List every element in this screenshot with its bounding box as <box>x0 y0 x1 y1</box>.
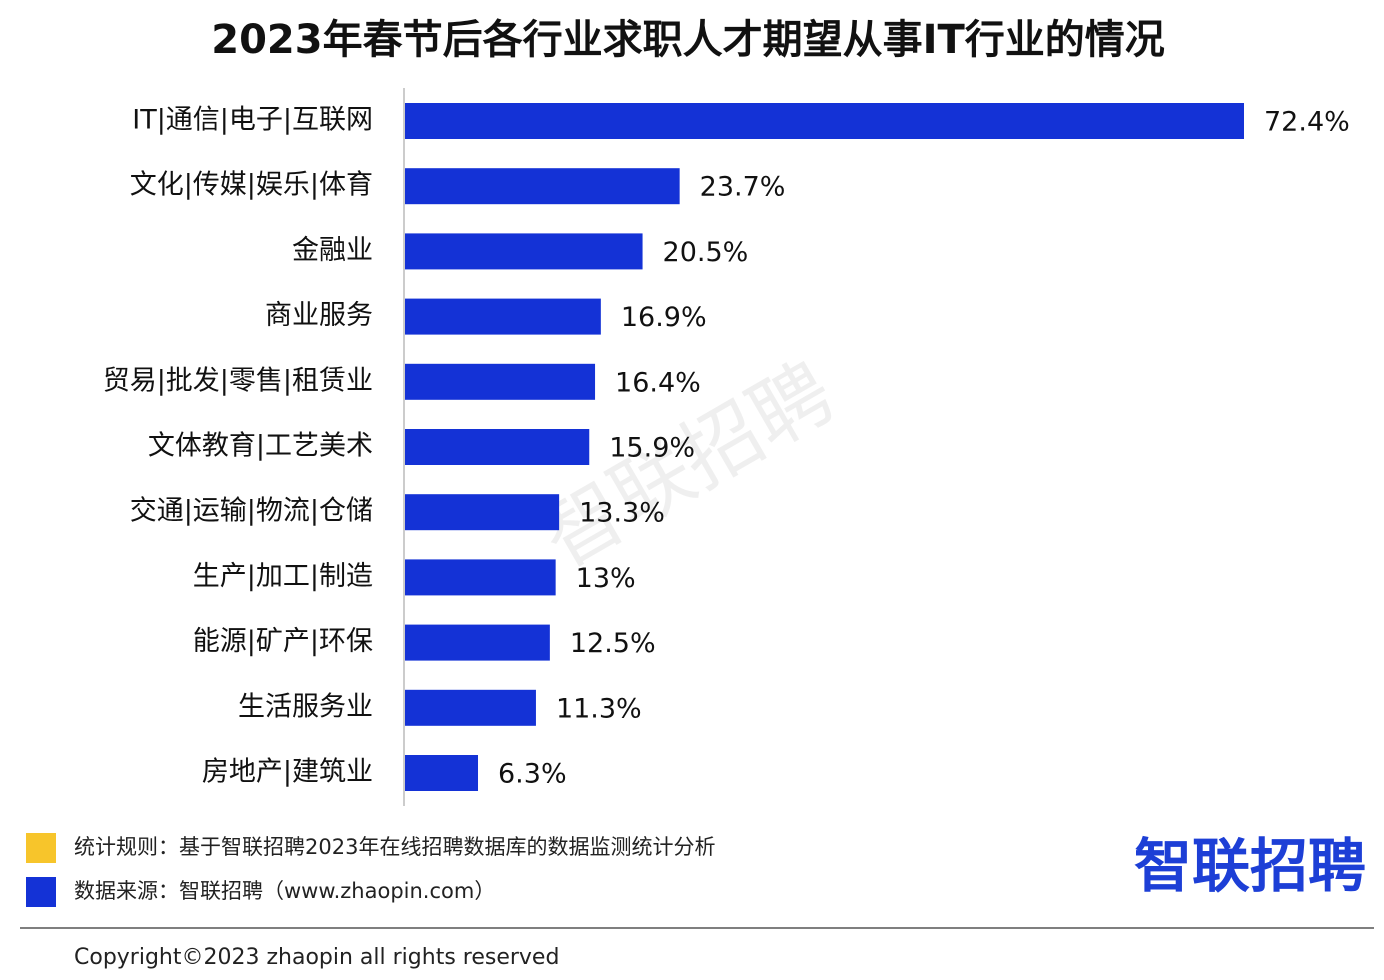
category-label: IT|通信|电子|互联网 <box>132 105 373 136</box>
value-label: 23.7% <box>700 172 786 203</box>
value-label: 13% <box>576 563 636 594</box>
category-label: 金融业 <box>292 235 373 266</box>
bar <box>405 103 1244 139</box>
value-label: 13.3% <box>579 498 665 529</box>
bar <box>405 298 601 335</box>
category-label: 能源|矿产|环保 <box>193 626 373 657</box>
category-label: 商业服务 <box>265 300 373 331</box>
value-label: 20.5% <box>663 237 749 268</box>
category-label: 生产|加工|制造 <box>193 561 373 592</box>
value-label: 12.5% <box>570 628 656 659</box>
category-label: 文体教育|工艺美术 <box>148 431 373 462</box>
bar <box>405 624 550 661</box>
bar <box>405 168 680 205</box>
bar <box>405 233 643 270</box>
note-text: 数据来源：智联招聘（www.zhaopin.com） <box>74 879 495 903</box>
note-swatch <box>26 877 56 907</box>
bar <box>405 494 560 531</box>
category-label: 房地产|建筑业 <box>202 757 373 788</box>
category-label: 贸易|批发|零售|租赁业 <box>103 365 373 396</box>
value-label: 15.9% <box>609 433 695 464</box>
value-label: 11.3% <box>556 693 642 724</box>
value-label: 16.9% <box>621 302 707 333</box>
bar <box>405 689 536 726</box>
value-label: 16.4% <box>615 367 701 398</box>
category-label: 交通|运输|物流|仓储 <box>130 496 373 527</box>
category-label: 生活服务业 <box>238 691 373 722</box>
bar <box>405 755 479 791</box>
category-label: 文化|传媒|娱乐|体育 <box>130 170 373 201</box>
chart-title: 2023年春节后各行业求职人才期望从事IT行业的情况 <box>211 17 1165 63</box>
logo: 智联招聘 <box>1134 832 1366 900</box>
bar <box>405 559 556 596</box>
value-label: 72.4% <box>1264 107 1350 138</box>
note-text: 统计规则：基于智联招聘2023年在线招聘数据库的数据监测统计分析 <box>74 835 715 859</box>
value-label: 6.3% <box>498 759 567 790</box>
bar <box>405 363 596 400</box>
note-swatch <box>26 833 56 863</box>
copyright: Copyright©2023 zhaopin all rights reserv… <box>74 945 559 970</box>
bar <box>405 429 590 465</box>
